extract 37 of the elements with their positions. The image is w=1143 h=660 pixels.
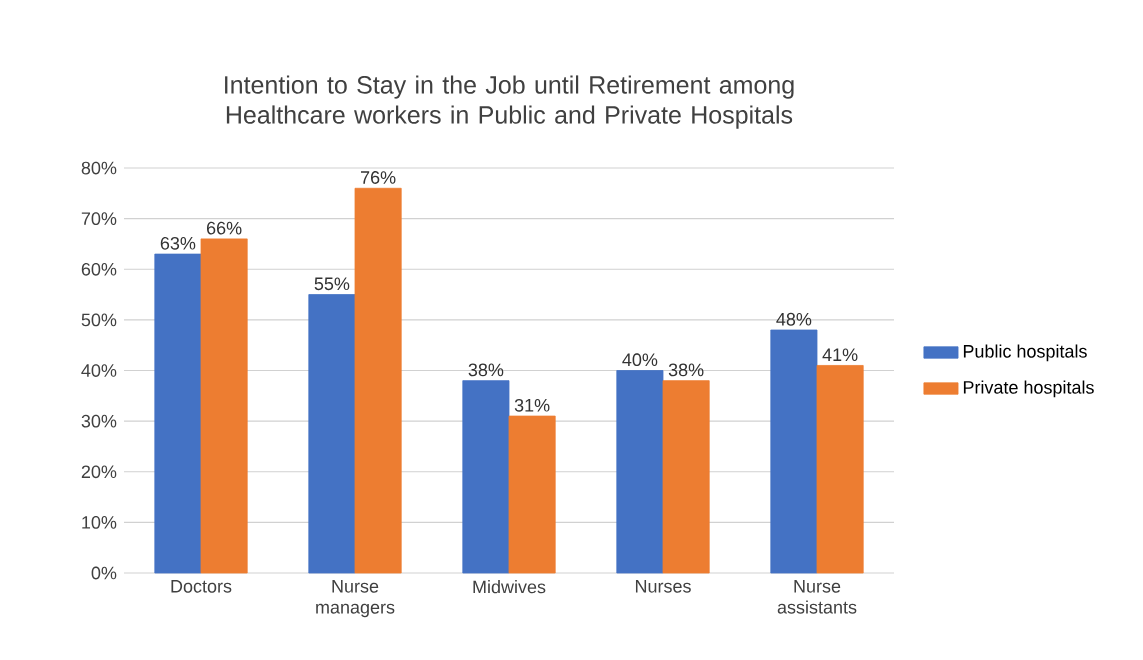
x-tick-label: Nurses	[635, 580, 691, 593]
bar	[354, 187, 402, 574]
data-label: 63%	[160, 236, 196, 250]
y-tick-label: 70%	[81, 212, 117, 226]
data-label: 66%	[207, 221, 242, 235]
bar	[508, 415, 556, 574]
y-tick-label: 60%	[81, 262, 117, 276]
y-tick-label: 40%	[81, 364, 117, 377]
bar	[154, 253, 202, 574]
bar	[816, 365, 864, 574]
data-label: 38%	[468, 363, 504, 377]
bar	[462, 380, 510, 574]
data-label: 76%	[361, 171, 396, 184]
bar	[616, 370, 664, 574]
legend-label: Public hospitals	[963, 344, 1087, 362]
bar	[770, 329, 818, 574]
bar	[662, 380, 710, 574]
data-label: 48%	[776, 312, 812, 326]
data-label: 31%	[514, 398, 550, 412]
y-tick-label: 10%	[82, 516, 117, 529]
bar	[308, 294, 356, 574]
data-label: 38%	[668, 363, 704, 377]
y-tick-label: 30%	[81, 414, 117, 428]
data-label: 55%	[314, 277, 350, 291]
x-tick-label: Nurse assistants	[777, 580, 857, 614]
y-tick-label: 20%	[81, 465, 117, 479]
y-tick-label: 50%	[81, 313, 117, 327]
x-tick-label: Doctors	[171, 580, 232, 593]
bar	[200, 238, 248, 574]
data-label: 41%	[822, 348, 858, 362]
y-tick-label: 80%	[81, 161, 117, 175]
y-tick-label: 0%	[91, 566, 117, 580]
chart-title: Intention to Stay in the Job until Retirement among Healthcare workers in Public and Private Hospitals	[225, 75, 794, 129]
x-tick-label: Midwives	[473, 580, 546, 594]
x-tick-label: Nurse managers	[316, 580, 395, 618]
legend-label: Private hospitals	[963, 380, 1094, 398]
data-label: 40%	[622, 353, 658, 367]
